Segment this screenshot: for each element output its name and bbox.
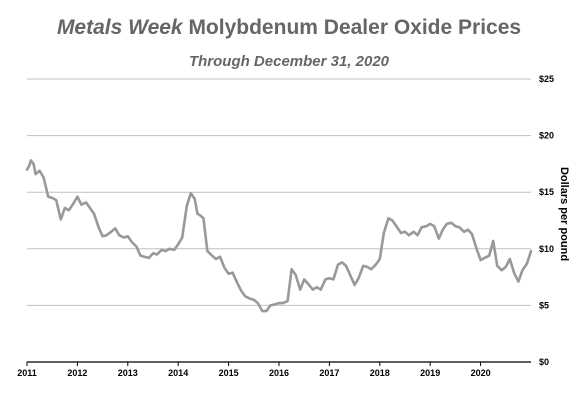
y-tick-label: $10 xyxy=(539,244,554,254)
x-tick-label: 2017 xyxy=(319,368,339,378)
x-tick-label: 2019 xyxy=(420,368,440,378)
chart-title-rest: Molybdenum Dealer Oxide Prices xyxy=(182,16,522,39)
grid-lines xyxy=(27,78,531,363)
y-tick-label: $5 xyxy=(539,300,549,310)
x-tick-label: 2015 xyxy=(219,368,239,378)
x-tick-label: 2020 xyxy=(471,368,491,378)
y-axis-title: Dollars per pound xyxy=(558,167,570,261)
y-tick-label: $15 xyxy=(539,187,554,197)
x-axis-ticks: 2011 2012 2013 2014 2015 2016 2017 2018 2019 2020 xyxy=(17,362,491,378)
chart-title-italic: Metals Week xyxy=(56,16,183,39)
x-tick-label: 2012 xyxy=(67,368,87,378)
chart-title: Metals Week Molybdenum Dealer Oxide Pric… xyxy=(0,16,578,40)
x-tick-label: 2014 xyxy=(168,368,188,378)
y-axis-tick-labels: $0 $5 $10 $15 $20 $25 xyxy=(539,74,554,367)
y-tick-label: $25 xyxy=(539,74,554,84)
price-series-line xyxy=(25,159,533,313)
series-layer xyxy=(25,159,533,313)
x-tick-label: 2016 xyxy=(269,368,289,378)
y-tick-label: $0 xyxy=(539,357,549,367)
x-tick-label: 2013 xyxy=(118,368,138,378)
chart-subtitle: Through December 31, 2020 xyxy=(188,53,390,70)
y-tick-label: $20 xyxy=(539,131,554,141)
x-tick-label: 2018 xyxy=(370,368,390,378)
x-tick-label: 2011 xyxy=(17,368,37,378)
